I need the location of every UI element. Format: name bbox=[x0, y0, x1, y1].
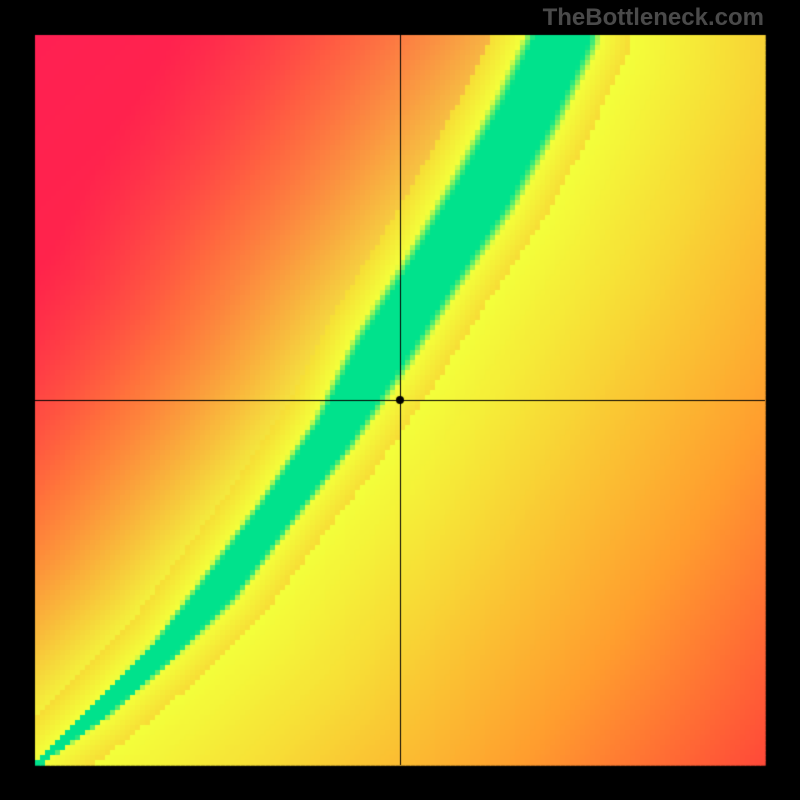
chart-container: TheBottleneck.com bbox=[0, 0, 800, 800]
bottleneck-heatmap bbox=[0, 0, 800, 800]
watermark-text: TheBottleneck.com bbox=[543, 4, 764, 32]
